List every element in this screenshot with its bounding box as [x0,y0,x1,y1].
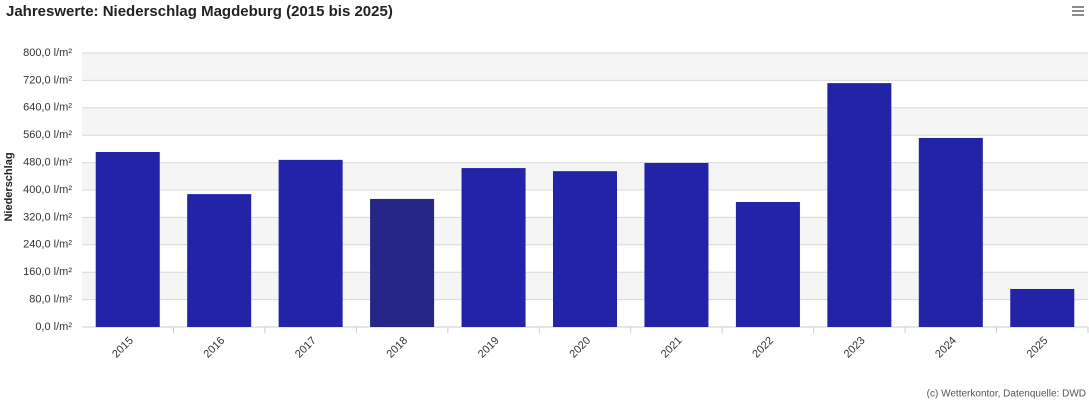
y-tick-label: 160,0 l/m² [23,266,72,278]
bar [918,137,983,327]
bar [95,151,160,327]
bar [552,171,618,327]
bar [370,198,435,327]
y-tick-label: 80,0 l/m² [29,294,72,306]
x-tick-label: 2022 [750,335,776,361]
x-tick-label: 2020 [567,335,593,361]
x-tick-label: 2025 [1025,335,1051,361]
bar [461,168,526,327]
y-axis-title: Niederschlag [3,152,15,221]
y-tick-label: 720,0 l/m² [23,74,72,86]
y-tick-label: 0,0 l/m² [35,321,72,333]
menu-button[interactable] [1068,3,1086,19]
y-tick-label: 480,0 l/m² [23,157,72,169]
chart-title: Jahreswerte: Niederschlag Magdeburg (201… [6,3,393,20]
bar [827,83,892,327]
y-tick-label: 800,0 l/m² [23,47,72,59]
grid-band [82,53,1088,81]
x-tick-label: 2015 [110,335,136,361]
x-tick-label: 2016 [202,335,228,361]
y-tick-label: 240,0 l/m² [23,239,72,251]
y-tick-label: 560,0 l/m² [23,129,72,141]
x-tick-label: 2018 [384,335,410,361]
y-tick-label: 400,0 l/m² [23,184,72,196]
bar [1010,288,1075,327]
credit: (c) Wetterkontor, Datenquelle: DWD [927,389,1086,400]
bar [187,194,252,327]
x-tick-label: 2017 [293,335,319,361]
y-tick-label: 640,0 l/m² [23,102,72,114]
menu-icon[interactable] [1072,6,1084,16]
y-tick-label: 320,0 l/m² [23,211,72,223]
bar [278,159,343,327]
x-tick-label: 2019 [476,335,502,361]
grid-band [82,107,1088,136]
x-tick-label: 2021 [659,335,685,361]
bar [644,162,709,327]
x-tick-label: 2024 [933,335,959,361]
x-tick-label: 2023 [842,335,868,361]
bar [735,201,800,327]
